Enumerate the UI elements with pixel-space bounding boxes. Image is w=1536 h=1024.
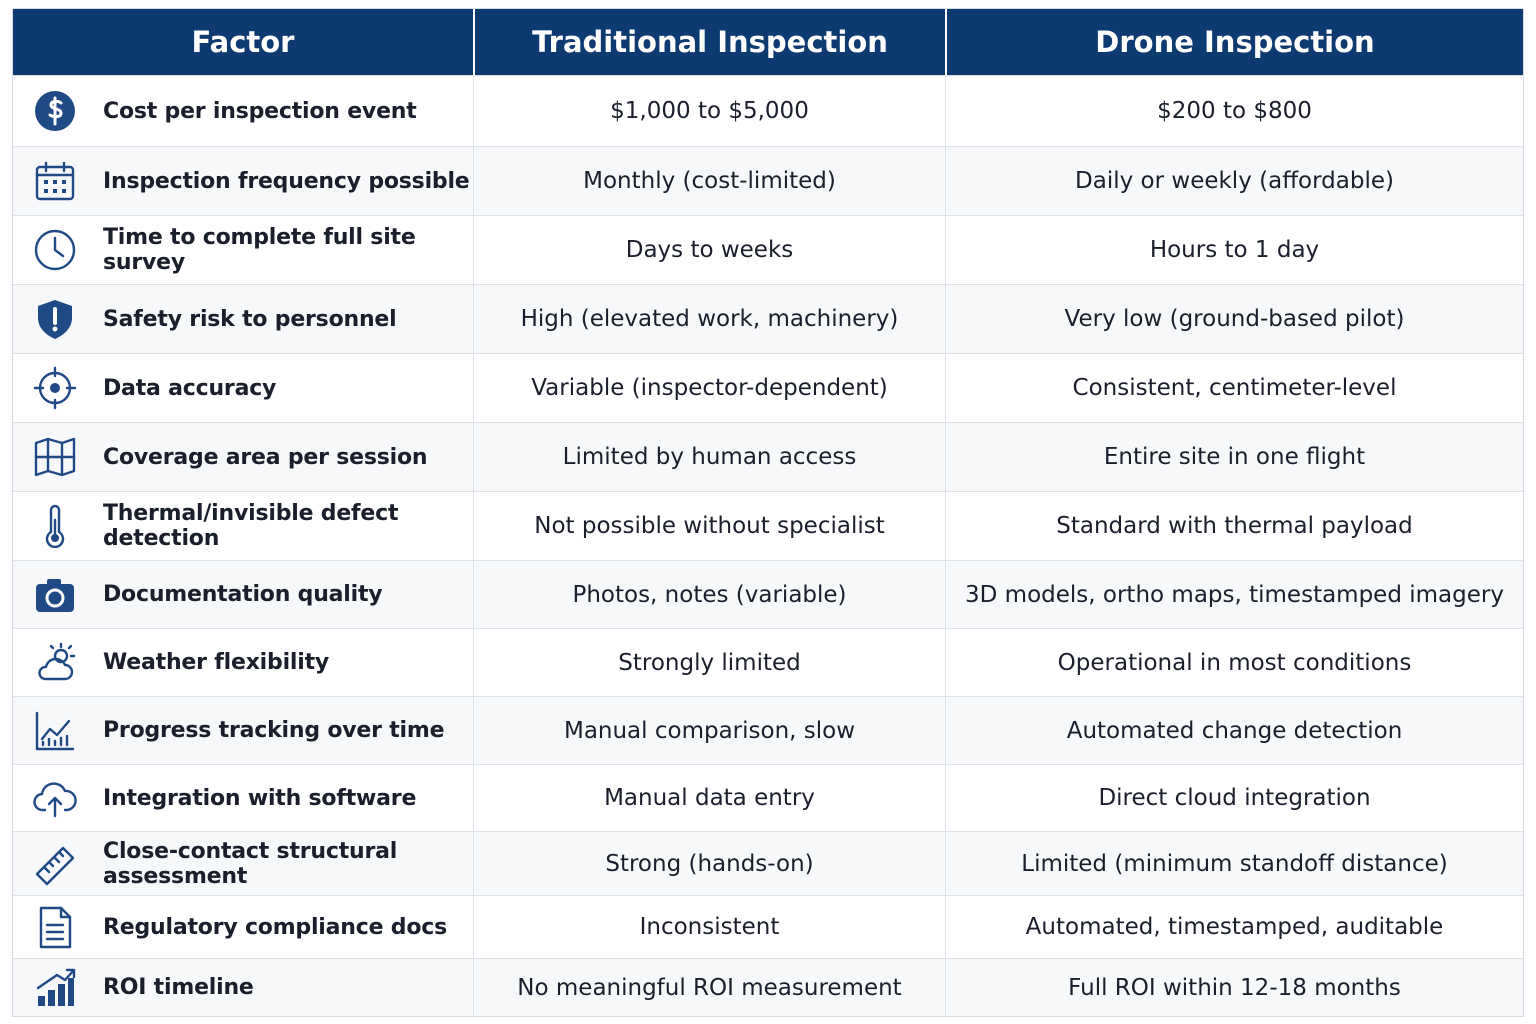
value-cell: Direct cloud integration (945, 765, 1523, 831)
value-cell: $200 to $800 (945, 76, 1523, 146)
factor-cell: Close-contact structural assessment (103, 838, 398, 889)
row-icon (34, 229, 76, 271)
value-cell: Very low (ground-based pilot) (945, 285, 1523, 353)
table-row: Data accuracy Variable (inspector-depende… (13, 353, 1523, 422)
table-row: Documentation quality Photos, notes (vari… (13, 560, 1523, 628)
factor-cell: Coverage area per session (103, 444, 428, 470)
row-icon (45, 504, 65, 548)
row-icon (36, 578, 74, 612)
value-cell: Limited (minimum standoff distance) (945, 832, 1523, 895)
row-icon (36, 968, 76, 1006)
table-row: Close-contact structural assessment Stron… (13, 831, 1523, 895)
value-cell: High (elevated work, machinery) (473, 285, 945, 353)
row-icon (35, 161, 75, 201)
table-row: Coverage area per session Limited by huma… (13, 422, 1523, 491)
value-cell: Photos, notes (variable) (473, 561, 945, 628)
value-cell: Full ROI within 12-18 months (945, 959, 1523, 1016)
comparison-table: Factor Traditional Inspection Drone Insp… (12, 8, 1524, 1017)
factor-cell: Cost per inspection event (103, 98, 417, 124)
value-cell: Strongly limited (473, 629, 945, 696)
factor-cell: Inspection frequency possible (103, 168, 470, 194)
row-icon (38, 300, 72, 339)
table-row: Thermal/invisible defect detection Not po… (13, 491, 1523, 560)
factor-cell: Regulatory compliance docs (103, 914, 447, 940)
table-row: Weather flexibility Strongly limited Opera… (13, 628, 1523, 696)
value-cell: Not possible without specialist (473, 492, 945, 560)
value-cell: Automated change detection (945, 697, 1523, 764)
factor-cell: Data accuracy (103, 375, 277, 401)
row-icon (35, 711, 75, 750)
value-cell: Manual comparison, slow (473, 697, 945, 764)
row-icon (38, 642, 76, 680)
factor-cell: Progress tracking over time (103, 718, 445, 743)
table-row: Time to complete full site survey Days to… (13, 215, 1523, 284)
column-header: Traditional Inspection (473, 9, 945, 75)
value-cell: Monthly (cost-limited) (473, 147, 945, 215)
value-cell: Inconsistent (473, 896, 945, 958)
table-row: Integration with software Manual data ent… (13, 764, 1523, 831)
value-cell: Consistent, centimeter-level (945, 354, 1523, 422)
row-icon (39, 906, 72, 949)
table-row: Cost per inspection event $1,000 to $5,00… (13, 75, 1523, 146)
factor-cell: Weather flexibility (103, 650, 330, 675)
factor-cell: Safety risk to personnel (103, 306, 397, 332)
value-cell: Manual data entry (473, 765, 945, 831)
factor-cell: Thermal/invisible defect detection (103, 501, 399, 551)
table-row: Progress tracking over time Manual compar… (13, 696, 1523, 764)
table-row: ROI timeline No meaningful ROI measuremen… (13, 958, 1523, 1016)
row-icon (35, 846, 75, 885)
value-cell: Hours to 1 day (945, 216, 1523, 284)
value-cell: Daily or weekly (affordable) (945, 147, 1523, 215)
value-cell: $1,000 to $5,000 (473, 76, 945, 146)
value-cell: Limited by human access (473, 423, 945, 491)
table-row: Regulatory compliance docs Inconsistent Au… (13, 895, 1523, 958)
table-row: Safety risk to personnel High (elevated w… (13, 284, 1523, 353)
factor-cell: Time to complete full site survey (103, 225, 416, 275)
value-cell: 3D models, ortho maps, timestamped image… (945, 561, 1523, 628)
value-cell: No meaningful ROI measurement (473, 959, 945, 1016)
value-cell: Standard with thermal payload (945, 492, 1523, 560)
value-cell: Entire site in one flight (945, 423, 1523, 491)
value-cell: Strong (hands-on) (473, 832, 945, 895)
table-row: Inspection frequency possible Monthly (co… (13, 146, 1523, 215)
value-cell: Days to weeks (473, 216, 945, 284)
factor-cell: Documentation quality (103, 582, 383, 607)
value-cell: Operational in most conditions (945, 629, 1523, 696)
factor-cell: Integration with software (103, 785, 417, 811)
column-header: Factor (13, 9, 473, 75)
value-cell: Variable (inspector-dependent) (473, 354, 945, 422)
column-header: Drone Inspection (945, 9, 1523, 75)
row-icon (33, 366, 77, 410)
factor-cell: ROI timeline (103, 975, 254, 1000)
value-cell: Automated, timestamped, auditable (945, 896, 1523, 958)
row-icon (34, 437, 76, 477)
row-icon (35, 91, 75, 131)
row-icon (33, 782, 77, 818)
